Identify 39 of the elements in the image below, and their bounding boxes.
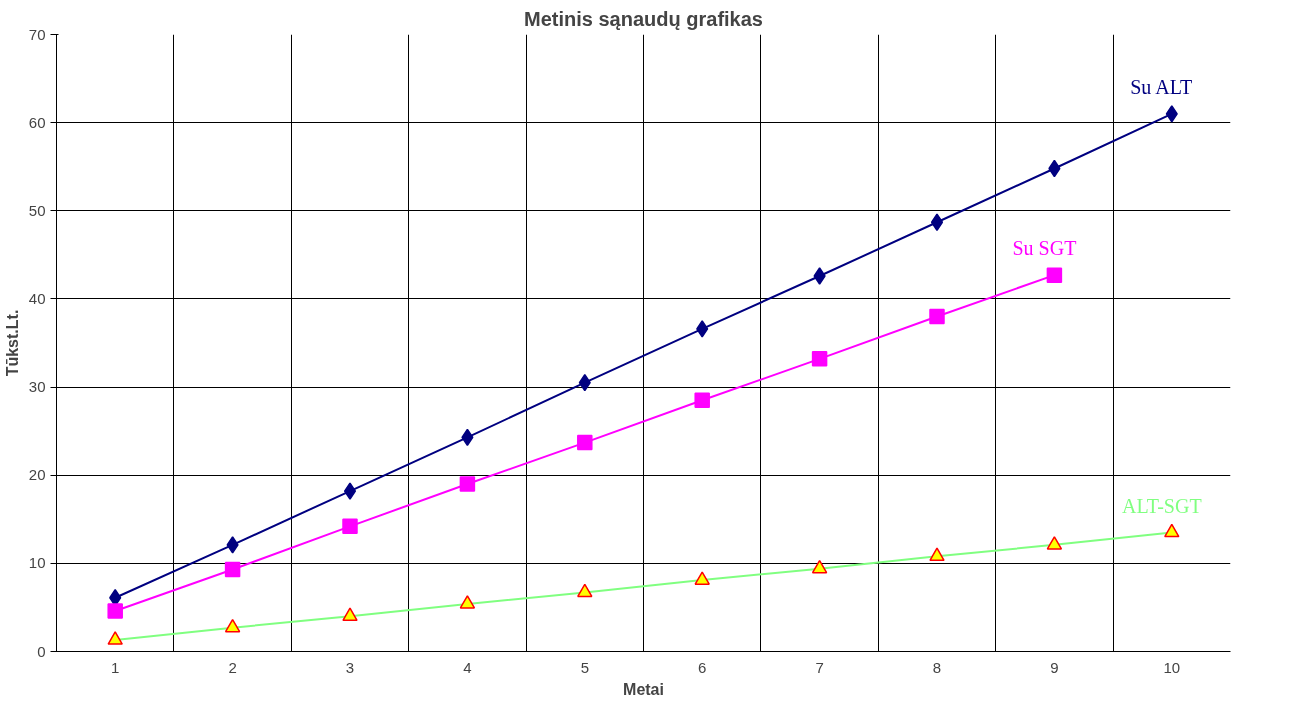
point xyxy=(342,518,358,535)
x-tick-label: 7 xyxy=(815,658,824,676)
y-tick-label: 30 xyxy=(28,378,46,396)
x-tick-label: 6 xyxy=(698,658,707,676)
y-axis-title: Tūkst.Lt. xyxy=(3,309,21,377)
y-tick-label: 40 xyxy=(28,289,46,307)
point xyxy=(343,482,357,500)
point xyxy=(929,308,945,325)
chart-title: Metinis sąnaudų grafikas xyxy=(524,7,763,30)
point xyxy=(459,476,476,492)
x-axis-title: Metai xyxy=(623,680,664,698)
y-tick-label: 0 xyxy=(37,642,46,660)
x-tick-label: 10 xyxy=(1163,658,1181,676)
series-label: ALT-SGT xyxy=(1121,494,1202,517)
x-tick-label: 9 xyxy=(1050,658,1059,676)
series-label: Su ALT xyxy=(1130,75,1193,98)
x-tick-label: 8 xyxy=(932,658,942,676)
point xyxy=(930,213,944,231)
point xyxy=(107,603,123,619)
point xyxy=(224,561,241,578)
x-tick-label: 2 xyxy=(228,658,237,676)
point xyxy=(696,320,709,338)
x-tick-label: 3 xyxy=(345,658,355,676)
x-tick-label: 5 xyxy=(580,658,589,676)
point xyxy=(811,351,828,367)
x-tick-label: 4 xyxy=(463,658,472,676)
y-tick-label: 50 xyxy=(28,201,46,219)
point xyxy=(577,434,593,451)
point xyxy=(694,392,710,409)
y-tick-label: 60 xyxy=(28,113,46,131)
y-tick-label: 70 xyxy=(28,25,46,43)
y-tick-label: 10 xyxy=(28,554,46,572)
point xyxy=(1165,105,1178,123)
point xyxy=(813,267,826,285)
x-tick-label: 1 xyxy=(111,658,120,676)
y-tick-label: 20 xyxy=(28,466,46,484)
point xyxy=(226,536,239,554)
point xyxy=(1046,267,1063,283)
series-label: Su SGT xyxy=(1012,237,1077,260)
